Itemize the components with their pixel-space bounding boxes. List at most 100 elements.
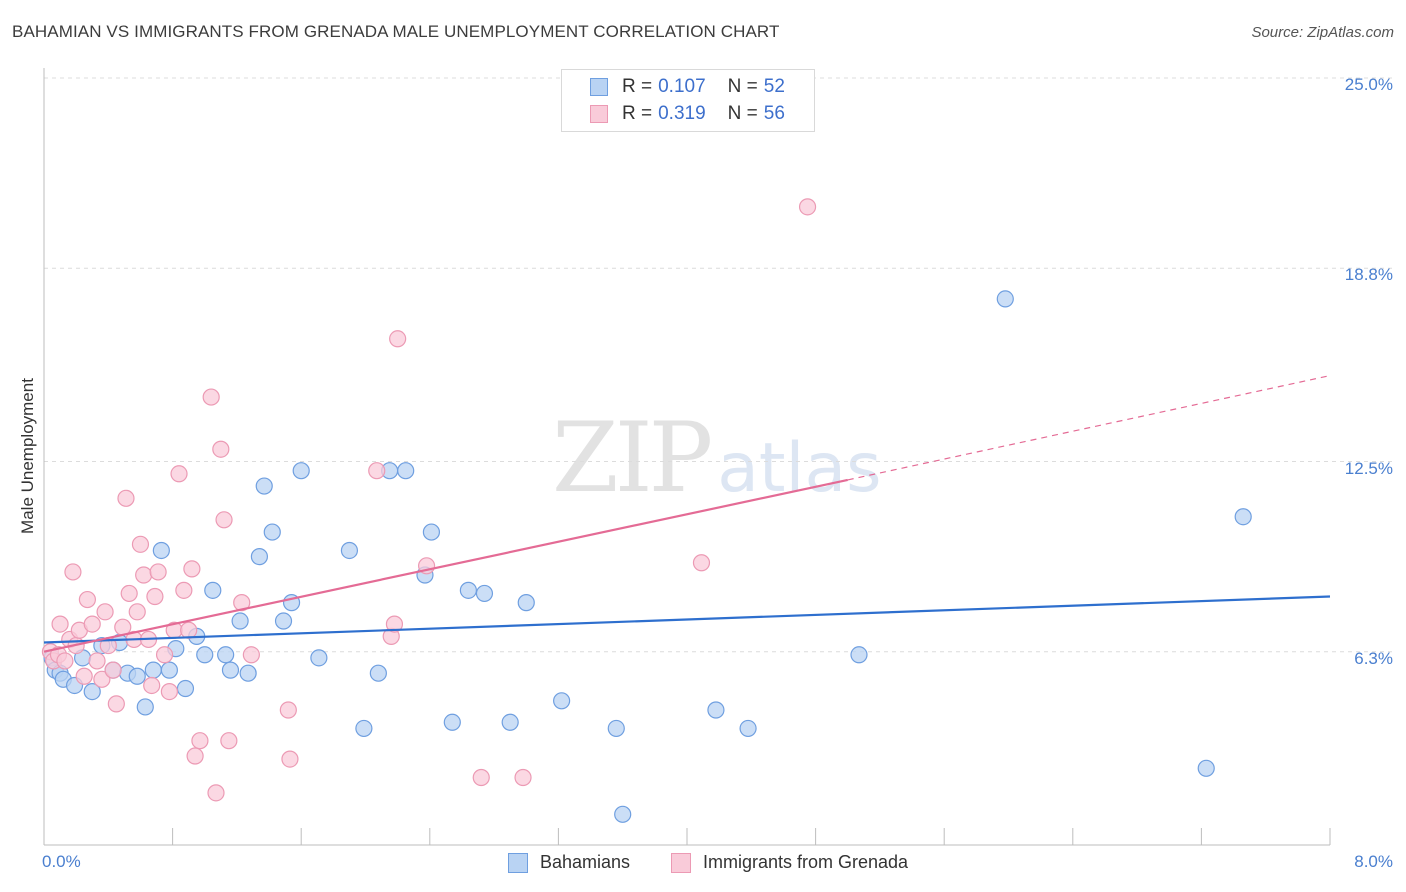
chart-title: BAHAMIAN VS IMMIGRANTS FROM GRENADA MALE… xyxy=(12,22,780,41)
grenada-point xyxy=(88,652,106,670)
grenada-point xyxy=(170,465,188,483)
grenada-point xyxy=(96,603,114,621)
legend-item-bahamians: Bahamians xyxy=(508,852,630,873)
legend-n-value: 56 xyxy=(763,103,785,124)
grenada-point xyxy=(120,584,138,603)
bahamian-point xyxy=(128,667,146,685)
bahamian-point xyxy=(274,612,293,630)
grenada-point xyxy=(279,701,297,719)
grenada-point xyxy=(207,784,225,802)
bahamian-point xyxy=(614,805,632,823)
bahamian-point xyxy=(1234,508,1252,526)
trendline xyxy=(43,595,1331,644)
grenada-point xyxy=(385,615,404,633)
bahamian-point xyxy=(739,719,757,738)
grenada-point xyxy=(78,590,97,609)
bahamian-point xyxy=(355,719,373,738)
y-tick-label: 18.8% xyxy=(1344,265,1393,285)
bahamian-point xyxy=(850,646,868,664)
grenada-point xyxy=(281,750,299,768)
stats-legend: R = 0.107 N = 52 R = 0.319 N = 56 xyxy=(561,69,815,132)
grenada-point xyxy=(175,581,193,599)
grenada-point xyxy=(389,330,407,348)
grenada-point xyxy=(215,511,233,529)
legend-swatch-bahamians xyxy=(508,852,528,873)
grenada-point xyxy=(191,732,209,750)
legend-r-value: 0.319 xyxy=(658,103,706,124)
bahamian-point xyxy=(255,477,273,495)
y-tick-label: 12.5% xyxy=(1344,458,1393,478)
grenada-point xyxy=(83,615,101,633)
y-axis-label: Male Unemployment xyxy=(18,378,37,534)
y-tick-label: 6.3% xyxy=(1354,648,1393,668)
grenada-point xyxy=(149,563,167,581)
trendline xyxy=(43,478,848,653)
bahamian-point xyxy=(422,523,441,541)
grenada-point xyxy=(514,768,532,787)
watermark-zip: ZIP xyxy=(552,402,713,514)
grenada-point xyxy=(128,603,146,621)
grenada-point xyxy=(143,676,161,695)
bahamian-point xyxy=(250,548,269,566)
bahamian-point xyxy=(136,698,154,716)
bahamian-point xyxy=(707,701,725,719)
series-legend: Bahamians Immigrants from Grenada xyxy=(0,852,1406,876)
bahamian-point xyxy=(160,661,178,679)
legend-row-grenada: R = 0.319 N = 56 xyxy=(590,103,785,125)
x-tick-label-max: 8.0% xyxy=(1354,852,1393,871)
grenada-point xyxy=(202,388,220,406)
bahamian-point xyxy=(340,541,359,560)
grenada-point xyxy=(160,682,178,701)
grenada-point xyxy=(183,560,201,578)
trendline-extrapolated xyxy=(847,375,1331,481)
bahamian-point xyxy=(176,679,195,698)
watermark: ZIP atlas xyxy=(552,402,882,514)
grenada-point xyxy=(242,646,260,664)
legend-r-value: 0.107 xyxy=(658,76,706,97)
bahamian-point xyxy=(239,664,257,682)
grenada-point xyxy=(64,563,82,581)
grenada-point xyxy=(368,462,386,480)
y-tick-label: 25.0% xyxy=(1344,75,1393,94)
legend-label-grenada: Immigrants from Grenada xyxy=(703,852,909,872)
bahamian-point xyxy=(501,713,519,731)
grenada-point xyxy=(93,670,111,688)
legend-n-value: 52 xyxy=(763,76,785,97)
grenada-point xyxy=(131,535,150,553)
bahamian-point xyxy=(263,523,281,541)
bahamian-point xyxy=(204,581,222,599)
grenada-point xyxy=(56,652,74,670)
bahamian-point xyxy=(310,649,328,667)
legend-swatch-grenada xyxy=(671,852,691,873)
grenada-point xyxy=(233,594,251,612)
legend-item-grenada: Immigrants from Grenada xyxy=(671,852,908,873)
grenada-point xyxy=(692,554,711,572)
bahamian-point xyxy=(83,682,101,701)
bahamian-point xyxy=(1197,759,1215,777)
legend-n-label: N = xyxy=(727,103,758,124)
bahamian-point xyxy=(152,541,170,560)
bahamian-point xyxy=(553,692,571,710)
bahamian-point xyxy=(517,594,535,612)
grenada-point xyxy=(212,440,230,458)
chart-source: Source: ZipAtlas.com xyxy=(1251,24,1394,41)
bahamian-point xyxy=(369,664,387,682)
bahamian-point xyxy=(196,646,214,664)
bahamian-point xyxy=(459,581,477,599)
grenada-point xyxy=(75,667,93,685)
grenada-point xyxy=(180,621,198,639)
bahamian-point xyxy=(996,290,1014,308)
legend-label-bahamians: Bahamians xyxy=(540,852,631,872)
bahamian-point xyxy=(397,462,415,480)
legend-r-label: R = xyxy=(622,76,653,97)
x-tick-label-min: 0.0% xyxy=(42,852,81,871)
bahamian-point xyxy=(292,462,310,480)
bahamian-point xyxy=(217,646,235,664)
bahamian-point xyxy=(221,661,240,679)
grenada-point xyxy=(107,695,125,713)
bahamian-point xyxy=(144,661,162,679)
grenada-point xyxy=(135,566,153,584)
bahamian-point xyxy=(443,713,461,731)
grenada-point xyxy=(51,615,69,633)
